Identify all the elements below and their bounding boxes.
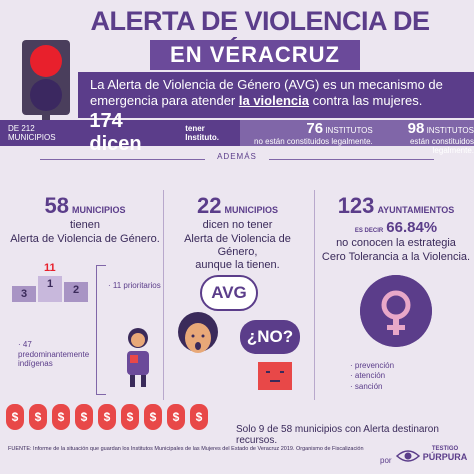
- col2-unit: MUNICIPIOS: [224, 205, 279, 215]
- col2-num: 22: [196, 193, 222, 218]
- stat-76-text: no están constituidos legalmente.: [254, 137, 373, 146]
- podium-icon: 11 3 1 2: [12, 262, 92, 302]
- podium-2: 2: [64, 282, 88, 302]
- stat-main: DE 212 MUNICIPIOS 174 dicen tener Instit…: [0, 110, 240, 155]
- intro-box: La Alerta de Violencia de Género (AVG) e…: [78, 72, 474, 118]
- column-municipios-niegan: 22 MUNICIPIOS dicen no tener Alerta de V…: [165, 193, 310, 272]
- brand-line2: PÚRPURA: [422, 451, 468, 462]
- red-lamp-icon: [30, 45, 62, 77]
- bracket: [96, 265, 106, 395]
- col3-line1: no conocen la estrategia: [336, 237, 456, 250]
- col1-line1: tienen: [70, 219, 100, 232]
- eye-logo-icon: [396, 450, 420, 462]
- col3-num: 123: [337, 193, 375, 218]
- traffic-light-icon: [22, 40, 70, 115]
- stat-constituted: 98 INSTITUTOS están constituidos legalme…: [370, 120, 474, 155]
- col3-pct: 66.84%: [386, 219, 438, 237]
- podium-1: 1: [38, 276, 62, 302]
- money-bag-icon: $: [52, 404, 70, 430]
- column-municipios-alerta: 58 MUNICIPIOS tienen Alerta de Violencia…: [10, 193, 160, 246]
- prioritarios-label: · 11 prioritarios: [108, 281, 161, 290]
- money-bag-icon: $: [75, 404, 93, 430]
- money-bag-icon: $: [144, 404, 162, 430]
- stat-not-constituted: 76 INSTITUTOS no están constituidos lega…: [254, 120, 373, 146]
- col3-es-decir: ES DECIR: [354, 228, 384, 235]
- money-bag-icon: $: [167, 404, 185, 430]
- money-bag-icon: $: [6, 404, 24, 430]
- girl-icon: [127, 328, 149, 387]
- traffic-light-post: [42, 114, 50, 124]
- strategy-item: · sanción: [350, 381, 383, 391]
- brand-logo: TESTIGO PÚRPURA: [420, 446, 470, 462]
- brand-por: por: [380, 456, 392, 465]
- off-lamp-icon: [30, 79, 62, 111]
- column-ayuntamientos: 123 AYUNTAMIENTOS ES DECIR 66.84% no con…: [318, 193, 474, 264]
- stat-suffix: tener Instituto.: [185, 124, 220, 142]
- intro-highlight: la violencia: [238, 93, 309, 109]
- col3-unit: AYUNTAMIENTOS: [377, 205, 455, 215]
- column-divider: [163, 190, 164, 400]
- intro-text-2: contra las mujeres.: [308, 93, 423, 109]
- page-subtitle: EN VERACRUZ: [150, 40, 360, 70]
- money-bags: $ $ $ $ $ $ $ $ $: [6, 400, 216, 440]
- intro-text-1: La Alerta de Violencia de Género (AVG) e…: [90, 77, 443, 109]
- money-bag-icon: $: [29, 404, 47, 430]
- stats-bar: DE 212 MUNICIPIOS 174 dicen tener Instit…: [0, 110, 474, 155]
- stat-98-num: 98: [407, 120, 425, 137]
- stat-prefix: DE 212 MUNICIPIOS: [8, 124, 56, 142]
- stat-76-unit: INSTITUTOS: [325, 126, 373, 135]
- strategy-item: · prevención: [350, 361, 395, 370]
- stat-98-unit: INSTITUTOS: [426, 126, 474, 135]
- col2-line3: aunque la tienen.: [195, 258, 280, 271]
- podium-3: 3: [12, 286, 36, 302]
- stat-76-num: 76: [306, 120, 324, 137]
- recursos-text: Solo 9 de 58 municipios con Alerta desti…: [236, 424, 439, 446]
- indigenas-label: · 47 predominantemente indígenas: [18, 340, 90, 369]
- angry-box-icon: [258, 362, 292, 390]
- venus-symbol-icon: [360, 275, 432, 347]
- source-footer: FUENTE: Informe de la situación que guar…: [8, 446, 364, 452]
- column-divider: [314, 190, 315, 400]
- money-bag-icon: $: [190, 404, 208, 430]
- avg-bubble: AVG: [200, 275, 258, 311]
- ademas-label: ADEMÁS: [205, 152, 269, 161]
- col1-unit: MUNICIPIOS: [72, 205, 126, 215]
- stat-count: 174 dicen: [89, 110, 142, 155]
- col2-line2: Alerta de Violencia de Género,: [184, 232, 291, 258]
- col1-line2: Alerta de Violencia de Género.: [10, 232, 160, 245]
- col2-line1: dicen no tener: [202, 219, 273, 232]
- stat-institutes: 76 INSTITUTOS no están constituidos lega…: [240, 120, 474, 155]
- strategy-item: · atención: [350, 371, 386, 381]
- col1-num: 58: [44, 193, 69, 218]
- strategy-list: · prevención · atención · sanción: [350, 361, 440, 392]
- money-bag-icon: $: [98, 404, 116, 430]
- money-bag-icon: $: [121, 404, 139, 430]
- col3-line2: Cero Tolerancia a la Violencia.: [321, 250, 471, 263]
- stat-98-text: están constituidos legalmente.: [409, 137, 474, 155]
- woman-face-icon: [178, 312, 218, 353]
- no-bubble: ¿NO?: [240, 320, 300, 354]
- brand-line1: TESTIGO: [431, 446, 459, 452]
- podium-top-num: 11: [44, 262, 56, 274]
